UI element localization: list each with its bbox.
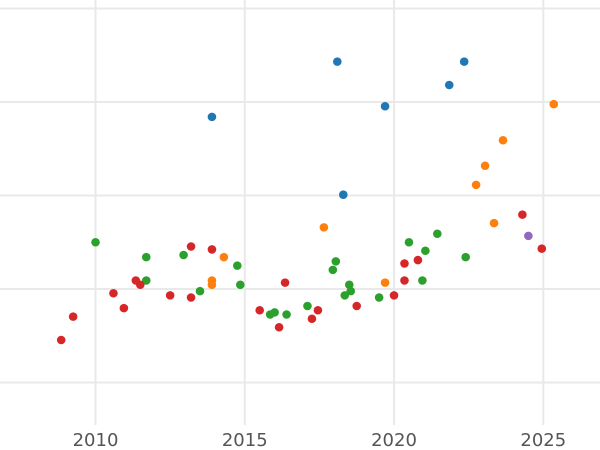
scatter-point (207, 245, 217, 254)
scatter-point (471, 180, 481, 190)
scatter-point (119, 303, 129, 313)
x-tick-label: 2020 (371, 430, 417, 450)
scatter-point (421, 246, 430, 256)
data-points (56, 57, 559, 345)
scatter-point (207, 112, 217, 122)
scatter-point (340, 291, 350, 300)
scatter-point (141, 252, 151, 262)
scatter-point (331, 257, 341, 266)
scatter-point (444, 80, 454, 90)
scatter-point (338, 190, 348, 199)
scatter-point (186, 242, 196, 251)
vertical-gridlines (94, 0, 545, 425)
scatter-point (537, 244, 547, 253)
scatter-point (109, 288, 118, 298)
scatter-point (433, 229, 442, 239)
scatter-point (380, 278, 390, 287)
scatter-point (400, 259, 409, 268)
scatter-point (186, 293, 196, 302)
scatter-point (307, 314, 317, 324)
scatter-point (328, 265, 338, 275)
scatter-point (352, 301, 362, 311)
scatter-point (141, 276, 151, 285)
scatter-point (374, 293, 384, 302)
scatter-point (135, 280, 145, 290)
scatter-point (413, 255, 423, 265)
scatter-point (270, 308, 279, 317)
scatter-point (404, 237, 414, 247)
scatter-point (333, 57, 342, 66)
scatter-point (418, 276, 427, 285)
scatter-point (480, 161, 490, 171)
scatter-point (274, 322, 284, 332)
scatter-point (461, 252, 470, 262)
scatter-point (498, 135, 508, 145)
scatter-point (313, 305, 323, 315)
scatter-point (459, 57, 469, 66)
x-tick-label: 2025 (520, 430, 566, 450)
scatter-point (68, 312, 78, 321)
scatter-point (524, 231, 533, 241)
scatter-point (380, 101, 390, 111)
scatter-point (400, 276, 409, 285)
scatter-point (233, 261, 242, 270)
horizontal-gridlines (0, 7, 600, 384)
scatter-point (282, 310, 291, 319)
scatter-point (518, 210, 527, 219)
x-tick-label: 2010 (73, 430, 119, 450)
scatter-point (91, 237, 100, 247)
scatter-point (303, 301, 312, 311)
scatter-point (346, 286, 356, 296)
scatter-point (255, 305, 265, 315)
scatter-point (280, 278, 290, 287)
scatter-point (195, 286, 205, 296)
scatter-point (235, 280, 245, 290)
scatter-point (207, 280, 217, 290)
scatter-point (389, 291, 399, 300)
scatter-point (165, 291, 175, 300)
scatter-point (56, 335, 66, 345)
scatter-point (489, 218, 499, 228)
x-tick-label: 2015 (222, 430, 268, 450)
scatter-point (319, 223, 329, 232)
x-tick-labels: 2010 2015 2020 2025 (73, 430, 567, 450)
scatter-point (549, 99, 559, 109)
scatter-point (179, 250, 188, 260)
scatter-point (219, 252, 229, 262)
